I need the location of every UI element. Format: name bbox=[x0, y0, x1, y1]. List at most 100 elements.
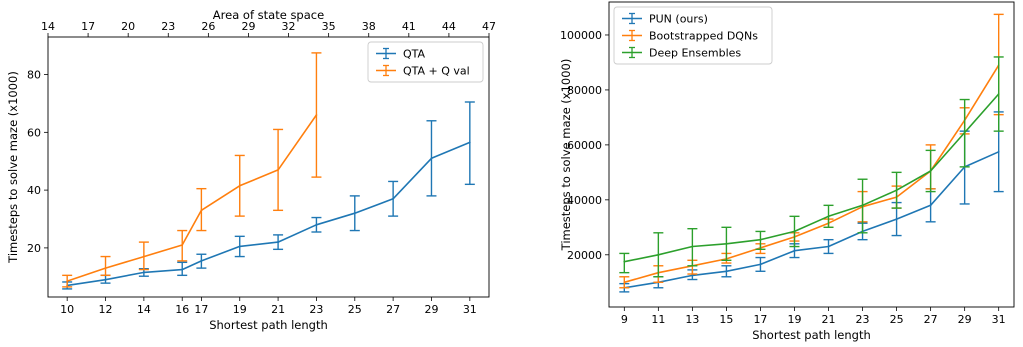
data-point bbox=[277, 168, 279, 171]
data-point bbox=[725, 242, 728, 245]
data-point bbox=[895, 189, 898, 192]
chart-pun: 9 11 13 15 17 19 21 23 25 27 29 31 20000 40000 60000 80… bbox=[559, 1, 1015, 342]
y-tick-label: 40 bbox=[27, 184, 41, 197]
x-tick-label: 29 bbox=[424, 303, 438, 316]
series-line bbox=[624, 151, 1000, 289]
x2-tick-label: 29 bbox=[241, 20, 255, 33]
x-tick-label: 31 bbox=[463, 303, 477, 316]
x2-tick-label: 23 bbox=[161, 20, 175, 33]
x-tick-label: 23 bbox=[856, 313, 870, 326]
plot-frame bbox=[47, 36, 490, 298]
data-point bbox=[725, 270, 728, 273]
x-tick-label: 13 bbox=[685, 313, 699, 326]
legend-label: PUN (ours) bbox=[649, 13, 708, 26]
y-tick-label: 80 bbox=[27, 69, 41, 82]
plot-frame bbox=[608, 1, 1015, 308]
y-tick-label: 20 bbox=[27, 242, 41, 255]
series-line bbox=[67, 141, 471, 287]
x2-tick-label: 44 bbox=[442, 20, 456, 33]
data-point bbox=[315, 223, 318, 226]
data-point bbox=[997, 93, 1000, 95]
data-point bbox=[392, 197, 395, 200]
data-point bbox=[277, 241, 279, 244]
x2-tick-label: 32 bbox=[282, 20, 296, 33]
data-point bbox=[861, 204, 864, 207]
x2-tick-label: 17 bbox=[81, 20, 95, 33]
data-point bbox=[104, 278, 107, 281]
x2-tick-label: 20 bbox=[121, 20, 135, 33]
y-axis-label: Timesteps to solve maze (x1000) bbox=[6, 71, 20, 264]
x-tick-label: 16 bbox=[175, 303, 189, 316]
data-point bbox=[997, 150, 1000, 153]
x-tick-label: 12 bbox=[99, 303, 113, 316]
x-tick-label: 17 bbox=[753, 313, 767, 326]
data-point bbox=[759, 263, 762, 266]
y-tick-label: 40000 bbox=[567, 194, 602, 207]
series-line bbox=[66, 114, 318, 282]
data-point bbox=[793, 230, 796, 233]
data-point bbox=[104, 267, 107, 270]
data-point bbox=[929, 204, 932, 207]
x-tick-label: 19 bbox=[787, 313, 801, 326]
x-tick-label: 29 bbox=[958, 313, 972, 326]
y-tick-label: 20000 bbox=[567, 249, 602, 262]
data-point bbox=[353, 212, 356, 215]
series-line bbox=[624, 64, 1000, 284]
x-tick-label: 17 bbox=[194, 303, 208, 316]
legend-box bbox=[613, 6, 773, 65]
data-point bbox=[468, 141, 471, 144]
y-tick-label: 60000 bbox=[567, 139, 602, 152]
legend-label: QTA bbox=[403, 48, 426, 61]
data-point bbox=[759, 238, 762, 241]
x-tick-label: 10 bbox=[60, 303, 74, 316]
legend-label: Bootstrapped DQNs bbox=[649, 30, 758, 43]
x-tick-label: 19 bbox=[233, 303, 247, 316]
y-tick-label: 60 bbox=[27, 126, 41, 139]
x2-axis-label: Area of state space bbox=[213, 8, 324, 22]
x2-tick-label: 41 bbox=[402, 20, 416, 33]
data-point bbox=[691, 274, 694, 277]
data-point bbox=[181, 268, 184, 271]
y-tick-label: 80000 bbox=[567, 84, 602, 97]
x-axis-label: Shortest path length bbox=[209, 318, 328, 332]
data-point bbox=[623, 281, 626, 284]
data-point bbox=[66, 280, 69, 283]
data-point bbox=[623, 260, 626, 263]
x-tick-label: 27 bbox=[924, 313, 938, 326]
legend: QTA QTA + Q val bbox=[367, 41, 484, 83]
x2-tick-label: 26 bbox=[201, 20, 215, 33]
x-tick-label: 25 bbox=[348, 303, 362, 316]
data-point bbox=[895, 218, 898, 220]
data-point bbox=[181, 244, 184, 246]
data-point bbox=[657, 253, 660, 256]
data-point bbox=[929, 170, 932, 172]
legend: PUN (ours) Bootstrapped DQNs Deep Ensemble… bbox=[613, 6, 773, 65]
data-point bbox=[315, 114, 318, 116]
x-tick-label: 21 bbox=[822, 313, 836, 326]
x-tick-label: 23 bbox=[309, 303, 323, 316]
data-point bbox=[691, 245, 694, 248]
x-tick-label: 21 bbox=[271, 303, 285, 316]
x-tick-label: 31 bbox=[992, 313, 1006, 326]
data-point bbox=[430, 157, 433, 160]
x2-tick-label: 47 bbox=[482, 20, 496, 33]
chart-qta: 10 12 14 16 17 19 21 23 25 27 29 31 14 17 20 23 26 29 32 35… bbox=[6, 8, 496, 332]
legend-box bbox=[367, 41, 484, 83]
x2-tick-label: 14 bbox=[41, 20, 55, 33]
data-point bbox=[142, 255, 145, 258]
x-axis-label: Shortest path length bbox=[752, 328, 871, 342]
data-point bbox=[238, 184, 241, 187]
x-tick-label: 27 bbox=[386, 303, 400, 316]
x2-tick-label: 38 bbox=[362, 20, 376, 33]
legend-label: QTA + Q val bbox=[403, 65, 470, 78]
data-point bbox=[793, 249, 796, 252]
x-tick-label: 15 bbox=[719, 313, 733, 326]
x2-tick-label: 35 bbox=[322, 20, 336, 33]
data-point bbox=[238, 245, 241, 248]
data-point bbox=[200, 259, 203, 262]
data-point bbox=[200, 209, 203, 212]
data-point bbox=[827, 215, 830, 218]
y-axis-label: Timesteps to solve maze (x1000) bbox=[559, 59, 573, 252]
data-point bbox=[142, 271, 145, 274]
